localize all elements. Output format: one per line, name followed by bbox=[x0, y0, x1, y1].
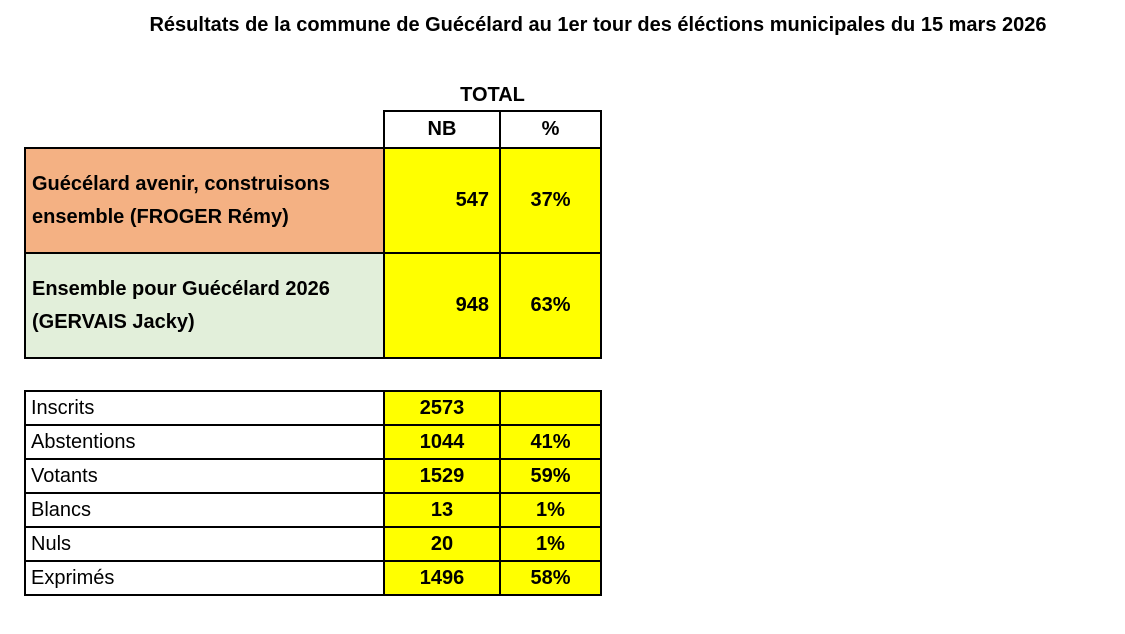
vote-count: 948 bbox=[383, 252, 501, 359]
turnout-count: 13 bbox=[383, 492, 501, 528]
turnout-label: Nuls bbox=[24, 526, 387, 562]
turnout-share bbox=[499, 390, 602, 426]
turnout-label: Votants bbox=[24, 458, 387, 494]
turnout-share: 59% bbox=[499, 458, 602, 494]
turnout-label: Exprimés bbox=[24, 560, 387, 596]
column-header: NB bbox=[383, 110, 501, 149]
vote-count: 547 bbox=[383, 147, 501, 254]
column-header: % bbox=[499, 110, 602, 149]
turnout-share: 1% bbox=[499, 492, 602, 528]
turnout-share: 1% bbox=[499, 526, 602, 562]
list-name: Ensemble pour Guécélard 2026 (GERVAIS Ja… bbox=[24, 252, 387, 359]
turnout-count: 20 bbox=[383, 526, 501, 562]
page-title: Résultats de la commune de Guécélard au … bbox=[149, 14, 1047, 36]
turnout-label: Blancs bbox=[24, 492, 387, 528]
turnout-label: Abstentions bbox=[24, 424, 387, 460]
vote-share: 37% bbox=[499, 147, 602, 254]
turnout-count: 1496 bbox=[383, 560, 501, 596]
turnout-count: 1529 bbox=[383, 458, 501, 494]
list-name: Guécélard avenir, construisons ensemble … bbox=[24, 147, 387, 254]
group-header: TOTAL bbox=[460, 84, 525, 106]
turnout-count: 2573 bbox=[383, 390, 501, 426]
vote-share: 63% bbox=[499, 252, 602, 359]
turnout-label: Inscrits bbox=[24, 390, 387, 426]
turnout-share: 41% bbox=[499, 424, 602, 460]
turnout-share: 58% bbox=[499, 560, 602, 596]
turnout-count: 1044 bbox=[383, 424, 501, 460]
